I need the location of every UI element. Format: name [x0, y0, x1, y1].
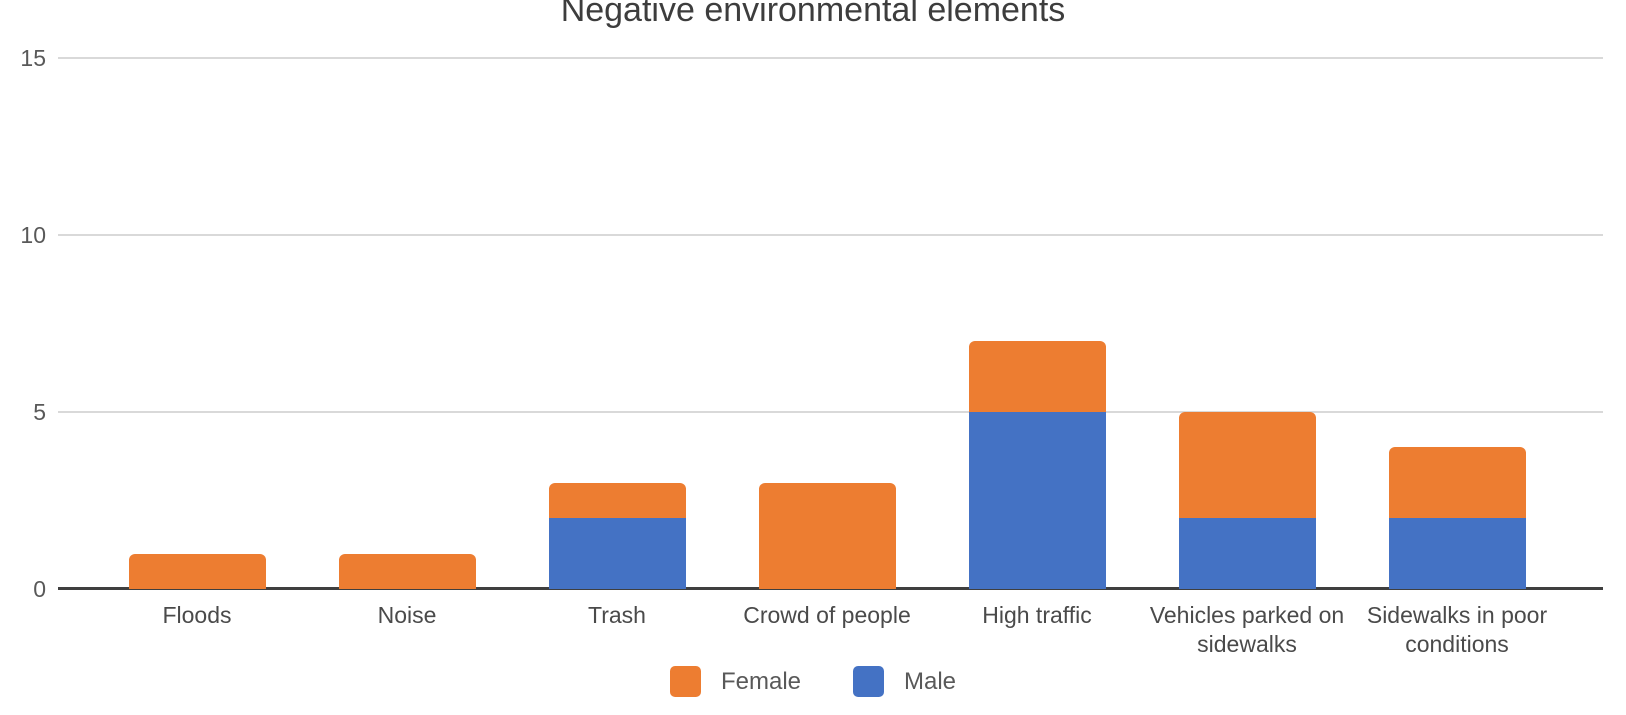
bar-segment-male — [1178, 518, 1316, 589]
y-axis-tick-label: 15 — [20, 45, 46, 71]
x-axis-label: High traffic — [982, 602, 1092, 628]
bar-segment-male — [968, 412, 1106, 589]
bar-segment-male — [548, 518, 686, 589]
gridline — [58, 234, 1603, 236]
x-axis-label: Noise — [377, 602, 437, 628]
bar-segment-male — [1388, 518, 1526, 589]
x-axis-label: Vehicles parked on sidewalks — [1149, 602, 1345, 657]
legend-item-male: Male — [853, 666, 956, 697]
bar-segment-female — [548, 483, 686, 518]
legend-label-male: Male — [904, 667, 957, 695]
bar-segment-female — [338, 554, 476, 589]
bar-segment-female — [1388, 447, 1526, 518]
legend: Female Male — [0, 666, 1626, 697]
gridline — [58, 411, 1603, 413]
female-swatch-icon — [669, 666, 701, 697]
y-axis-tick-label: 5 — [33, 399, 46, 425]
bar-segment-female — [128, 554, 266, 589]
x-axis-label: Crowd of people — [743, 602, 911, 628]
gridline — [58, 57, 1603, 59]
bar-segment-female — [1178, 412, 1316, 518]
legend-label-female: Female — [720, 667, 801, 695]
x-axis-label: Trash — [588, 602, 646, 628]
legend-item-female: Female — [669, 666, 801, 697]
male-swatch-icon — [853, 666, 884, 697]
y-axis-tick-label: 0 — [33, 576, 46, 602]
plot-area: 0 5 10 15 Floods Noise Trash Crowd of people Hig… — [20, 45, 1603, 657]
bar-segment-female — [758, 483, 896, 589]
x-axis-label: Sidewalks in poor conditions — [1366, 602, 1548, 657]
y-axis-tick-label: 10 — [20, 222, 46, 248]
x-axis-label: Floods — [162, 602, 232, 628]
chart-title: Negative environmental elements — [560, 0, 1066, 29]
bar-segment-female — [968, 341, 1106, 412]
